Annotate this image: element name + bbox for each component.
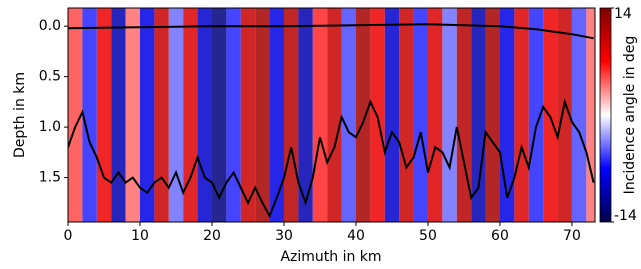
heat-cell bbox=[442, 8, 456, 222]
heat-cell bbox=[198, 8, 212, 222]
heat-cell bbox=[313, 8, 327, 222]
heat-cell bbox=[586, 8, 595, 222]
heat-cell bbox=[385, 8, 399, 222]
chart: Azimuth in km Depth in km Incidence angl… bbox=[0, 0, 641, 269]
heat-cell bbox=[82, 8, 96, 222]
heat-cell bbox=[572, 8, 586, 222]
heat-cell bbox=[342, 8, 356, 222]
heat-cell bbox=[399, 8, 413, 222]
heat-cell bbox=[284, 8, 298, 222]
heat-cell bbox=[471, 8, 485, 222]
colorbar-tick-label: 14 bbox=[614, 6, 632, 22]
heat-cell bbox=[514, 8, 528, 222]
colorbar bbox=[600, 8, 611, 222]
heat-cell bbox=[428, 8, 442, 222]
x-tick-label: 20 bbox=[203, 228, 221, 244]
heat-cell bbox=[414, 8, 428, 222]
x-tick-label: 30 bbox=[275, 228, 293, 244]
heat-cell bbox=[500, 8, 514, 222]
x-tick-label: 40 bbox=[347, 228, 365, 244]
y-tick-label: 0.0 bbox=[39, 18, 61, 34]
heat-cell bbox=[212, 8, 226, 222]
x-tick-label: 60 bbox=[491, 228, 509, 244]
y-axis-label: Depth in km bbox=[12, 72, 28, 158]
x-tick-label: 50 bbox=[419, 228, 437, 244]
y-tick-label: 1.0 bbox=[39, 119, 61, 135]
heat-cell bbox=[327, 8, 341, 222]
x-axis-label: Azimuth in km bbox=[280, 249, 381, 265]
heat-cell bbox=[543, 8, 557, 222]
heat-cell bbox=[97, 8, 111, 222]
x-tick-label: 70 bbox=[563, 228, 581, 244]
y-tick-label: 1.5 bbox=[39, 170, 61, 186]
heat-cell bbox=[226, 8, 240, 222]
y-tick-label: 0.5 bbox=[39, 69, 61, 85]
heat-cell bbox=[154, 8, 168, 222]
heat-cell bbox=[486, 8, 500, 222]
x-tick-label: 0 bbox=[64, 228, 73, 244]
colorbar-label: Incidence angle in deg bbox=[622, 36, 638, 195]
heat-cell bbox=[126, 8, 140, 222]
x-tick-label: 10 bbox=[131, 228, 149, 244]
heat-cell bbox=[270, 8, 284, 222]
heat-cell bbox=[169, 8, 183, 222]
plot bbox=[68, 8, 595, 222]
heat-cell bbox=[111, 8, 125, 222]
heat-cell bbox=[356, 8, 370, 222]
colorbar-tick-label: -14 bbox=[614, 208, 637, 224]
